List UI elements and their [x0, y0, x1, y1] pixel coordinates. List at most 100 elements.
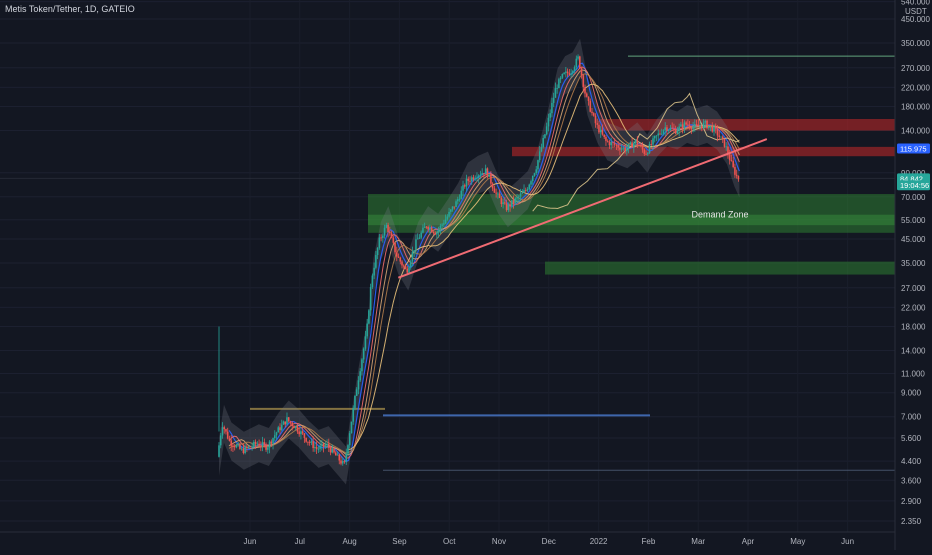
trendline: [397, 138, 768, 279]
candle-body: [387, 224, 389, 233]
x-tick-label: Sep: [392, 537, 407, 546]
x-tick-label: Aug: [342, 537, 356, 546]
candle-body: [270, 441, 273, 444]
candle-body: [230, 440, 233, 446]
grid: [0, 1, 895, 522]
candle-body: [239, 444, 241, 449]
candle-body: [575, 58, 578, 68]
candle-body: [622, 147, 625, 149]
candle-body: [497, 193, 499, 195]
candle-body: [345, 453, 348, 462]
candle-body: [545, 126, 548, 135]
candle-body: [565, 71, 567, 73]
candle-body: [620, 148, 623, 150]
y-tick-label: 14.000: [901, 347, 926, 356]
candle-body: [301, 431, 304, 434]
x-tick-label: Mar: [691, 537, 705, 546]
y-tick-label: 540.000: [901, 0, 930, 7]
candle-body: [549, 113, 551, 118]
candle-body: [502, 202, 504, 205]
candle-body: [265, 444, 267, 450]
candle-body: [685, 122, 687, 125]
candle-body: [579, 56, 581, 68]
candle-body: [667, 129, 670, 131]
x-tick-label: Dec: [542, 537, 556, 546]
candle-body: [594, 115, 597, 124]
candle-body: [260, 445, 262, 447]
candle-body: [286, 417, 288, 425]
candle-body: [711, 126, 714, 132]
candle-body: [300, 431, 302, 435]
candle-body: [479, 174, 482, 176]
candle-body: [350, 421, 353, 434]
candle-body: [603, 134, 606, 138]
candle-body: [247, 446, 250, 448]
candle-body: [517, 196, 520, 198]
candle-body: [296, 426, 299, 432]
candle-body: [598, 124, 600, 133]
candle-body: [390, 233, 393, 238]
candle-body: [673, 128, 675, 130]
candle-body: [490, 174, 492, 184]
candle-body: [584, 86, 586, 94]
y-tick-label: 70.000: [901, 193, 926, 202]
candle-body: [714, 126, 717, 129]
candle-body: [687, 124, 689, 126]
candle-body: [631, 142, 633, 148]
candle-body: [427, 226, 429, 230]
candle-body: [650, 144, 653, 145]
candle-body: [432, 231, 435, 233]
candle-body: [535, 169, 538, 174]
candle-body: [308, 441, 311, 443]
candle-body: [563, 72, 565, 74]
candle-body: [279, 427, 281, 431]
candle-body: [702, 122, 705, 128]
candle-body: [646, 153, 649, 155]
candle-body: [695, 124, 698, 125]
candle-body: [692, 126, 694, 130]
candle-body: [402, 265, 405, 267]
candle-body: [382, 235, 384, 238]
candle-body: [523, 190, 525, 193]
candle-body: [730, 160, 733, 162]
candle-body: [326, 443, 328, 446]
candle-body: [261, 442, 264, 447]
candle-body: [219, 435, 222, 446]
candle-body: [376, 247, 379, 256]
candle-body: [380, 237, 382, 239]
candle-body: [293, 425, 295, 429]
candle-body: [444, 219, 447, 224]
candle-body: [268, 441, 271, 448]
y-tick-label: 27.000: [901, 284, 926, 293]
candle-body: [514, 198, 517, 203]
candle-body: [291, 422, 294, 426]
candle-body: [347, 445, 349, 454]
candle-body: [734, 167, 736, 175]
candle-body: [368, 310, 370, 324]
candle-body: [713, 126, 715, 132]
candle-body: [528, 184, 531, 190]
candle-body: [701, 125, 703, 128]
candle-body: [436, 232, 438, 235]
price-tag: [897, 143, 930, 154]
candle-body: [615, 144, 618, 146]
candle-body: [254, 441, 257, 445]
candle-body: [516, 197, 518, 199]
candle-body: [694, 124, 696, 127]
candle-body: [589, 100, 592, 112]
candle-body: [460, 190, 463, 199]
y-tick-label: 18.000: [901, 323, 926, 332]
candle-body: [456, 199, 459, 202]
candle-body: [329, 447, 332, 453]
candle-body: [472, 177, 475, 180]
candle-body: [531, 175, 534, 182]
candle-body: [341, 461, 344, 464]
x-tick-label: Oct: [443, 537, 456, 546]
y-tick-label: 270.000: [901, 64, 930, 73]
y-tick-label: 45.000: [901, 235, 926, 244]
candle-body: [415, 239, 417, 251]
candle-body: [570, 73, 572, 75]
